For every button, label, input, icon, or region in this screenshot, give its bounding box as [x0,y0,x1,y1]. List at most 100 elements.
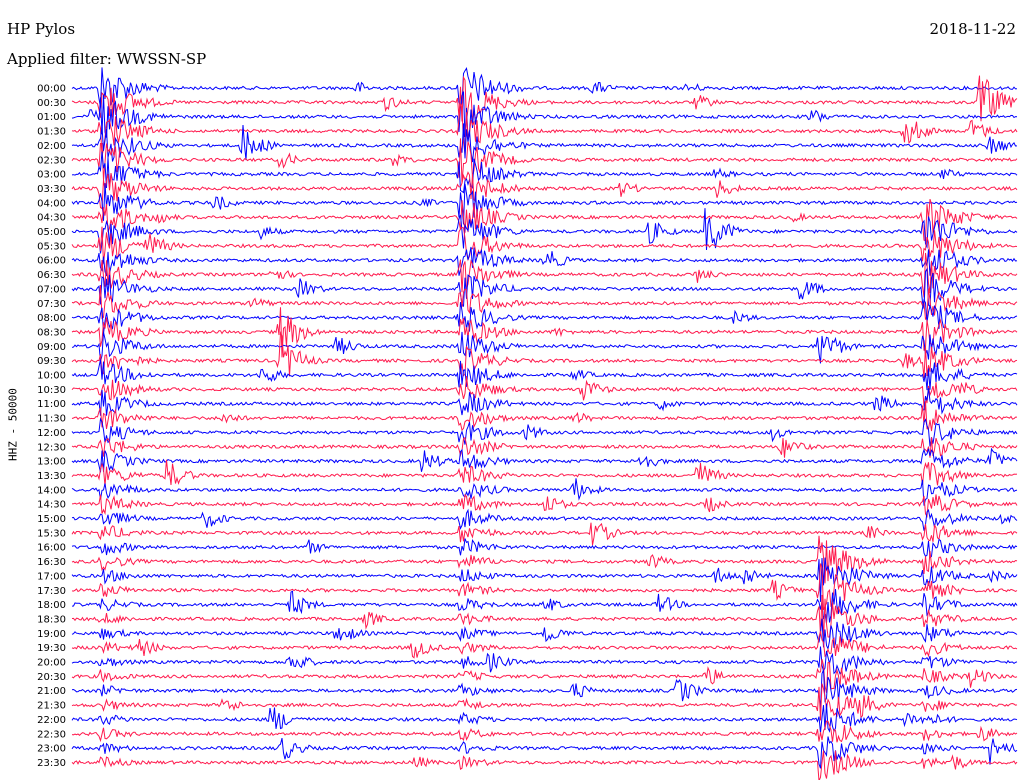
trace-row-0530 [71,226,1018,264]
trace-row-0100 [71,91,1018,138]
trace-row-2030 [71,659,1018,693]
trace-row-1400 [71,478,1018,506]
row-label-1830: 18:30 [37,614,66,625]
trace-row-1500 [71,508,1018,531]
trace-row-1130 [71,401,1017,432]
row-label-1200: 12:00 [37,428,66,439]
row-label-2200: 22:00 [37,715,66,726]
row-label-1800: 18:00 [37,600,66,611]
trace-row-2300 [71,736,1018,769]
row-label-0500: 05:00 [37,227,66,238]
row-label-1630: 16:30 [37,557,66,568]
row-label-2230: 22:30 [37,729,66,740]
trace-row-0600 [71,246,1018,277]
trace-row-2130 [71,683,1018,721]
row-label-0900: 09:00 [37,342,66,353]
row-label-0030: 00:30 [37,98,66,109]
row-label-0430: 04:30 [37,213,66,224]
trace-row-1230 [71,436,1018,458]
row-label-0800: 08:00 [37,313,66,324]
trace-row-0200 [71,123,1018,163]
filter-label: Applied filter: WWSSN-SP [7,50,207,68]
trace-row-0030 [71,75,1018,122]
row-label-0130: 01:30 [37,127,66,138]
row-label-1530: 15:30 [37,528,66,539]
row-label-1930: 19:30 [37,643,66,654]
row-label-group: 00:00 00:30 01:00 01:30 02:00 02:30 03:00 03:30… [37,84,66,769]
row-label-2030: 20:30 [37,672,66,683]
trace-row-0800 [71,298,1018,334]
row-label-1600: 16:00 [37,543,66,554]
row-label-2000: 20:00 [37,658,66,669]
row-label-0630: 06:30 [37,270,66,281]
row-label-0700: 07:00 [37,284,66,295]
trace-row-0430 [71,199,1018,242]
trace-row-0130 [71,103,1018,156]
trace-row-1530 [71,522,1018,546]
trace-row-0400 [71,183,1018,225]
row-label-2130: 21:30 [37,701,66,712]
trace-row-0730 [71,284,1018,320]
row-label-0400: 04:00 [37,198,66,209]
trace-row-1600 [71,538,1018,559]
trace-row-2200 [71,703,1018,733]
trace-row-1200 [71,417,1018,447]
row-label-1330: 13:30 [37,471,66,482]
trace-row-0330 [71,171,1018,210]
trace-row-1430 [71,493,1018,518]
row-label-0600: 06:00 [37,256,66,267]
trace-row-1630 [71,535,1018,584]
trace-row-0700 [71,267,1018,309]
row-label-1230: 12:30 [37,442,66,453]
trace-row-0830 [71,307,1018,358]
row-label-1430: 14:30 [37,500,66,511]
row-label-0000: 00:00 [37,84,66,95]
trace-row-1000 [71,359,1018,391]
row-label-1900: 19:00 [37,629,66,640]
row-label-1000: 10:00 [37,371,66,382]
trace-row-0930 [71,330,1018,378]
row-label-0200: 02:00 [37,141,66,152]
row-label-0930: 09:30 [37,356,66,367]
row-label-1700: 17:00 [37,571,66,582]
row-label-1500: 15:00 [37,514,66,525]
trace-row-1700 [71,557,1018,602]
row-label-1100: 11:00 [37,399,66,410]
trace-row-0500 [71,208,1018,254]
row-label-0230: 02:30 [37,155,66,166]
trace-row-0230 [71,138,1018,184]
trace-row-2330 [71,750,1018,780]
row-label-2330: 23:30 [37,758,66,769]
row-label-1400: 14:00 [37,485,66,496]
trace-row-0300 [71,151,1018,194]
row-label-1300: 13:00 [37,457,66,468]
trace-row-1800 [71,588,1018,624]
trace-row-1330 [71,459,1018,487]
trace-row-1300 [71,447,1018,473]
row-label-2300: 23:00 [37,744,66,755]
row-label-1730: 17:30 [37,586,66,597]
trace-row-0900 [71,331,1018,364]
row-label-1030: 10:30 [37,385,66,396]
date-label: 2018-11-22 [929,20,1016,38]
trace-group [71,66,1018,780]
row-label-1130: 11:30 [37,414,66,425]
trace-row-2000 [71,646,1018,675]
trace-row-1830 [71,594,1018,643]
trace-row-1030 [71,376,1018,407]
trace-row-1930 [71,631,1018,659]
station-title: HP Pylos [7,20,76,38]
row-label-0330: 03:30 [37,184,66,195]
trace-row-0000 [71,66,1018,109]
row-label-2100: 21:00 [37,686,66,697]
trace-row-0630 [71,252,1018,298]
row-label-0300: 03:00 [37,170,66,181]
trace-row-1100 [71,388,1018,416]
trace-row-1730 [71,563,1018,610]
row-label-0730: 07:30 [37,299,66,310]
trace-row-2230 [71,720,1018,743]
row-label-0530: 05:30 [37,241,66,252]
trace-row-1900 [71,618,1018,651]
trace-row-2100 [71,669,1018,709]
